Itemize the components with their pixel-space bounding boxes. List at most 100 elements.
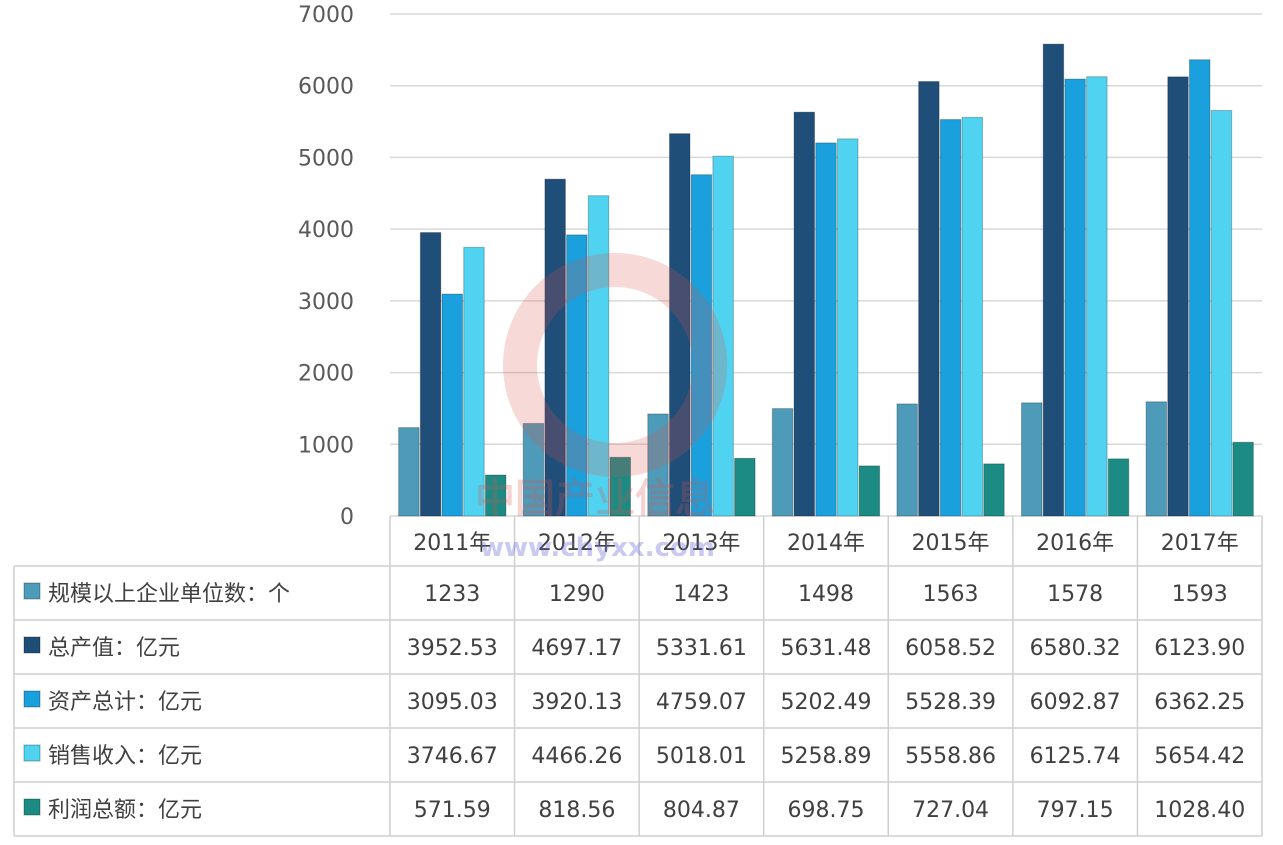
y-tick-label: 0 — [340, 505, 354, 530]
data-label-output: 6580.32 — [1030, 636, 1121, 661]
data-label-assets: 3920.13 — [531, 690, 622, 715]
data-label-sales: 3746.67 — [407, 744, 498, 769]
data-label-sales: 5018.01 — [656, 744, 747, 769]
bar-assets — [815, 142, 837, 517]
data-label-assets: 6362.25 — [1154, 690, 1245, 715]
data-label-sales: 4466.26 — [531, 744, 622, 769]
x-category-label: 2013年 — [662, 531, 740, 556]
x-category-label: 2016年 — [1036, 531, 1114, 556]
data-label-units: 1233 — [424, 582, 480, 607]
bar-profit — [1232, 441, 1254, 517]
data-label-output: 6058.52 — [905, 636, 996, 661]
x-category-label: 2015年 — [912, 531, 990, 556]
x-category-label: 2014年 — [787, 531, 865, 556]
legend-label-output: 总产值：亿元 — [48, 636, 180, 661]
bar-units — [771, 408, 794, 517]
legend-label-sales: 销售收入：亿元 — [48, 744, 202, 769]
data-label-assets: 6092.87 — [1030, 690, 1121, 715]
bar-units — [896, 403, 918, 517]
y-tick-label: 3000 — [298, 290, 354, 315]
data-label-output: 5631.48 — [781, 636, 872, 661]
legend-swatch-assets — [23, 690, 41, 708]
data-label-units: 1423 — [673, 582, 729, 607]
data-label-profit: 818.56 — [538, 798, 615, 823]
y-tick-label: 2000 — [298, 362, 354, 387]
bar-sales — [961, 116, 984, 517]
bar-output — [918, 81, 940, 517]
bar-output — [419, 232, 442, 517]
x-category-label: 2017年 — [1161, 531, 1239, 556]
bar-units — [647, 413, 669, 517]
data-label-assets: 5528.39 — [905, 690, 996, 715]
data-label-sales: 6125.74 — [1030, 744, 1121, 769]
bar-profit — [983, 463, 1005, 517]
bar-profit — [1107, 458, 1130, 517]
data-label-units: 1578 — [1047, 582, 1103, 607]
bar-units — [522, 422, 545, 517]
y-tick-label: 5000 — [298, 146, 354, 171]
bar-output — [544, 178, 566, 517]
data-label-sales: 5654.42 — [1154, 744, 1245, 769]
watermark-url: www.chyxx.com — [480, 533, 715, 563]
bar-units — [398, 427, 420, 517]
bar-profit — [609, 456, 632, 517]
bar-output — [1167, 76, 1189, 517]
data-label-profit: 797.15 — [1037, 798, 1114, 823]
bar-assets — [1188, 59, 1211, 517]
bar-assets — [441, 293, 464, 517]
watermark-text: 中国产业信息 — [475, 476, 715, 522]
legend-swatch-output — [23, 636, 41, 654]
bar-profit — [484, 474, 507, 517]
data-label-profit: 698.75 — [788, 798, 865, 823]
data-table: 2011年 2012年 2013年 2014年 2015年 2016年 2017年规模以上企… — [13, 516, 1263, 837]
watermark: 中国产业信息 www.chyxx.com — [475, 253, 727, 563]
bar-sales — [463, 246, 485, 517]
data-label-profit: 571.59 — [414, 798, 491, 823]
legend-swatch-profit — [23, 798, 41, 816]
data-label-sales: 5558.86 — [905, 744, 996, 769]
bar-assets — [939, 119, 962, 517]
bar-profit — [734, 457, 756, 517]
x-category-label: 2012年 — [538, 531, 616, 556]
y-axis-ticks: 0 1000 2000 3000 4000 5000 6000 7000 — [298, 3, 354, 530]
y-tick-label: 1000 — [298, 433, 354, 458]
data-label-assets: 5202.49 — [781, 690, 872, 715]
data-label-units: 1563 — [923, 582, 979, 607]
bar-assets — [1064, 78, 1086, 517]
bar-assets — [566, 234, 588, 517]
bar-output — [1042, 43, 1065, 517]
bar-sales — [712, 155, 734, 517]
bar-profit — [858, 465, 881, 517]
data-label-assets: 4759.07 — [656, 690, 747, 715]
y-tick-label: 6000 — [298, 75, 354, 100]
data-label-profit: 804.87 — [663, 798, 740, 823]
bar-units — [1020, 402, 1043, 517]
data-label-profit: 1028.40 — [1154, 798, 1245, 823]
legend-swatch-sales — [23, 744, 41, 762]
x-category-label: 2011年 — [413, 531, 491, 556]
data-label-profit: 727.04 — [912, 798, 989, 823]
data-label-output: 5331.61 — [656, 636, 747, 661]
bars — [398, 43, 1254, 517]
watermark-logo-ring — [503, 253, 727, 477]
bar-sales — [587, 195, 610, 517]
legend-label-profit: 利润总额：亿元 — [48, 798, 202, 823]
data-label-output: 6123.90 — [1154, 636, 1245, 661]
y-tick-label: 4000 — [298, 218, 354, 243]
legend-swatch-units — [23, 582, 41, 600]
y-tick-label: 7000 — [298, 3, 354, 28]
legend-label-units: 规模以上企业单位数：个 — [48, 582, 290, 607]
bar-sales — [1210, 109, 1233, 517]
data-label-units: 1593 — [1172, 582, 1228, 607]
bar-sales — [1086, 76, 1108, 517]
bar-output — [793, 111, 816, 517]
legend-label-assets: 资产总计：亿元 — [48, 690, 202, 715]
data-label-units: 1498 — [798, 582, 854, 607]
bar-sales — [836, 138, 859, 517]
bar-assets — [690, 174, 713, 517]
bar-output — [668, 133, 691, 517]
data-label-output: 4697.17 — [531, 636, 622, 661]
data-label-assets: 3095.03 — [407, 690, 498, 715]
data-label-output: 3952.53 — [407, 636, 498, 661]
